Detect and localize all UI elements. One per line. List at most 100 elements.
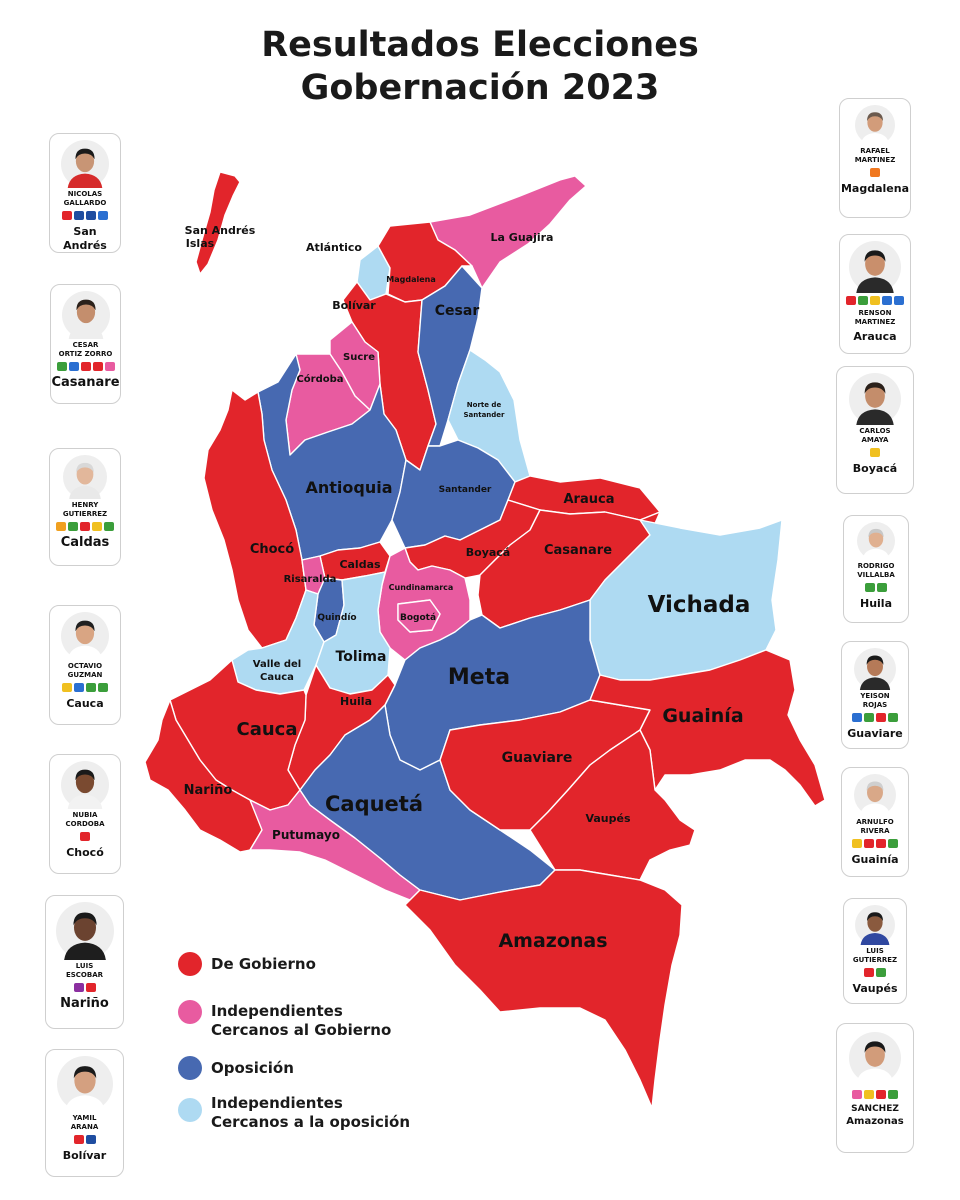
- candidate-department: Arauca: [853, 330, 897, 343]
- candidate-card-amazonas: SANCHEZ Amazonas: [836, 1023, 914, 1153]
- party-logo: [92, 362, 103, 371]
- label-norte-santander-2: Santander: [463, 411, 505, 419]
- party-logo: [104, 362, 115, 371]
- label-cordoba: Córdoba: [296, 373, 343, 385]
- label-choco: Chocó: [250, 542, 294, 557]
- party-logos: [837, 448, 913, 459]
- avatar-hair: [75, 299, 96, 311]
- party-logo: [876, 713, 886, 722]
- candidate-photo: [854, 774, 896, 816]
- candidate-department: San Andrés: [63, 225, 107, 252]
- party-logo: [888, 1090, 898, 1099]
- legend-label-independientes-oposicion-2: Cercanos a la oposición: [211, 1113, 410, 1131]
- candidate-name-2: GALLARDO: [63, 199, 107, 207]
- candidate-name-2: GUZMAN: [67, 671, 103, 679]
- avatar-hair: [75, 148, 95, 160]
- candidate-photo: [61, 291, 110, 339]
- party-logo: [68, 522, 78, 531]
- avatar-hair: [866, 655, 884, 665]
- label-huila: Huila: [340, 695, 372, 708]
- candidate-card-arauca: RENSON MARTINEZ Arauca: [839, 234, 911, 354]
- label-guaviare: Guaviare: [502, 750, 573, 766]
- legend-label-independientes-gobierno-2: Cercanos al Gobierno: [211, 1021, 392, 1039]
- candidate-card-magdalena: RAFAEL MARTINEZ Magdalena: [839, 98, 911, 218]
- candidate-photo: [849, 241, 901, 293]
- party-logo: [876, 968, 886, 977]
- avatar-shoulders: [859, 803, 891, 816]
- avatar-hair: [76, 462, 94, 473]
- candidate-card-choco: NUBIA CORDOBA Chocó: [49, 754, 121, 874]
- candidate-name-2: ESCOBAR: [65, 971, 104, 979]
- title-line-1: Resultados Elecciones: [261, 25, 699, 65]
- party-logos: [842, 839, 908, 850]
- candidate-name-2: SANCHEZ: [851, 1104, 899, 1114]
- candidate-name-1: YEISON: [860, 692, 890, 700]
- candidate-name-1: RENSON: [858, 309, 892, 317]
- label-sucre: Sucre: [343, 352, 375, 363]
- avatar-face: [75, 771, 95, 794]
- candidate-card-casanare: CESAR ORTIZ ZORRO Casanare: [50, 284, 121, 404]
- party-logo: [864, 713, 874, 722]
- avatar-face: [75, 150, 95, 173]
- region-san-andres: [195, 171, 241, 275]
- legend-label-independientes-oposicion-1: Independientes: [211, 1094, 343, 1112]
- candidate-card-caldas: HENRY GUTIERREZ Caldas: [49, 448, 121, 566]
- party-logo: [876, 839, 886, 848]
- party-logo: [62, 211, 72, 220]
- party-logo: [74, 211, 84, 220]
- avatar-face: [867, 782, 883, 803]
- avatar-face: [865, 251, 885, 276]
- region-bogota: [397, 599, 441, 633]
- candidate-photo: [61, 761, 109, 809]
- label-meta: Meta: [448, 665, 510, 690]
- party-logo: [852, 713, 862, 722]
- avatar-shoulders: [69, 485, 101, 499]
- candidate-department: Bolívar: [62, 1149, 107, 1162]
- candidate-card-huila: RODRIGO VILLALBA Huila: [843, 515, 909, 623]
- candidate-name-1: LUIS: [866, 947, 884, 955]
- candidate-photo: [855, 105, 895, 145]
- avatar-face: [868, 529, 884, 548]
- party-logo: [870, 168, 880, 177]
- party-logos: [842, 713, 908, 724]
- avatar-shoulders: [68, 324, 103, 339]
- candidate-card-guainia: ARNULFO RIVERA Guainía: [841, 767, 909, 877]
- label-atlantico: Atlántico: [306, 241, 362, 254]
- legend-dot-oposicion: [178, 1056, 202, 1080]
- party-logo: [98, 211, 108, 220]
- party-logo: [858, 296, 868, 305]
- party-logos: [844, 968, 906, 979]
- candidate-name-2: VILLALBA: [857, 571, 895, 579]
- label-valle-2: Cauca: [260, 672, 294, 683]
- candidate-department: Guainía: [851, 853, 899, 866]
- candidate-name-2: CORDOBA: [65, 820, 105, 828]
- candidate-department: Guaviare: [847, 727, 903, 740]
- party-logo: [92, 522, 102, 531]
- avatar-shoulders: [64, 1095, 105, 1112]
- party-logo: [877, 583, 887, 592]
- party-logo: [86, 211, 96, 220]
- candidate-photo: [63, 455, 107, 499]
- candidate-name-2: GUTIERREZ: [852, 956, 898, 964]
- legend-dot-gobierno: [178, 952, 202, 976]
- label-vichada: Vichada: [648, 592, 751, 618]
- candidate-card-narino: LUIS ESCOBAR Nariño: [45, 895, 124, 1029]
- avatar-face: [73, 914, 96, 941]
- label-tolima: Tolima: [336, 649, 387, 665]
- party-logo: [864, 1090, 874, 1099]
- party-logo: [62, 683, 72, 692]
- avatar-face: [865, 1042, 885, 1067]
- label-casanare: Casanare: [544, 543, 612, 558]
- candidate-name-1: CESAR: [72, 341, 99, 349]
- party-logos: [50, 522, 120, 533]
- label-norte-santander-1: Norte de: [467, 401, 502, 409]
- candidate-photo: [854, 648, 896, 690]
- candidate-photo: [61, 140, 109, 188]
- label-valle-1: Valle del: [253, 659, 301, 670]
- candidate-card-boyaca: CARLOS AMAYA Boyacá: [836, 366, 914, 494]
- label-san-andres-1: San Andrés: [185, 224, 256, 237]
- party-logo: [56, 362, 67, 371]
- candidate-photo: [61, 612, 109, 660]
- party-logo: [80, 522, 90, 531]
